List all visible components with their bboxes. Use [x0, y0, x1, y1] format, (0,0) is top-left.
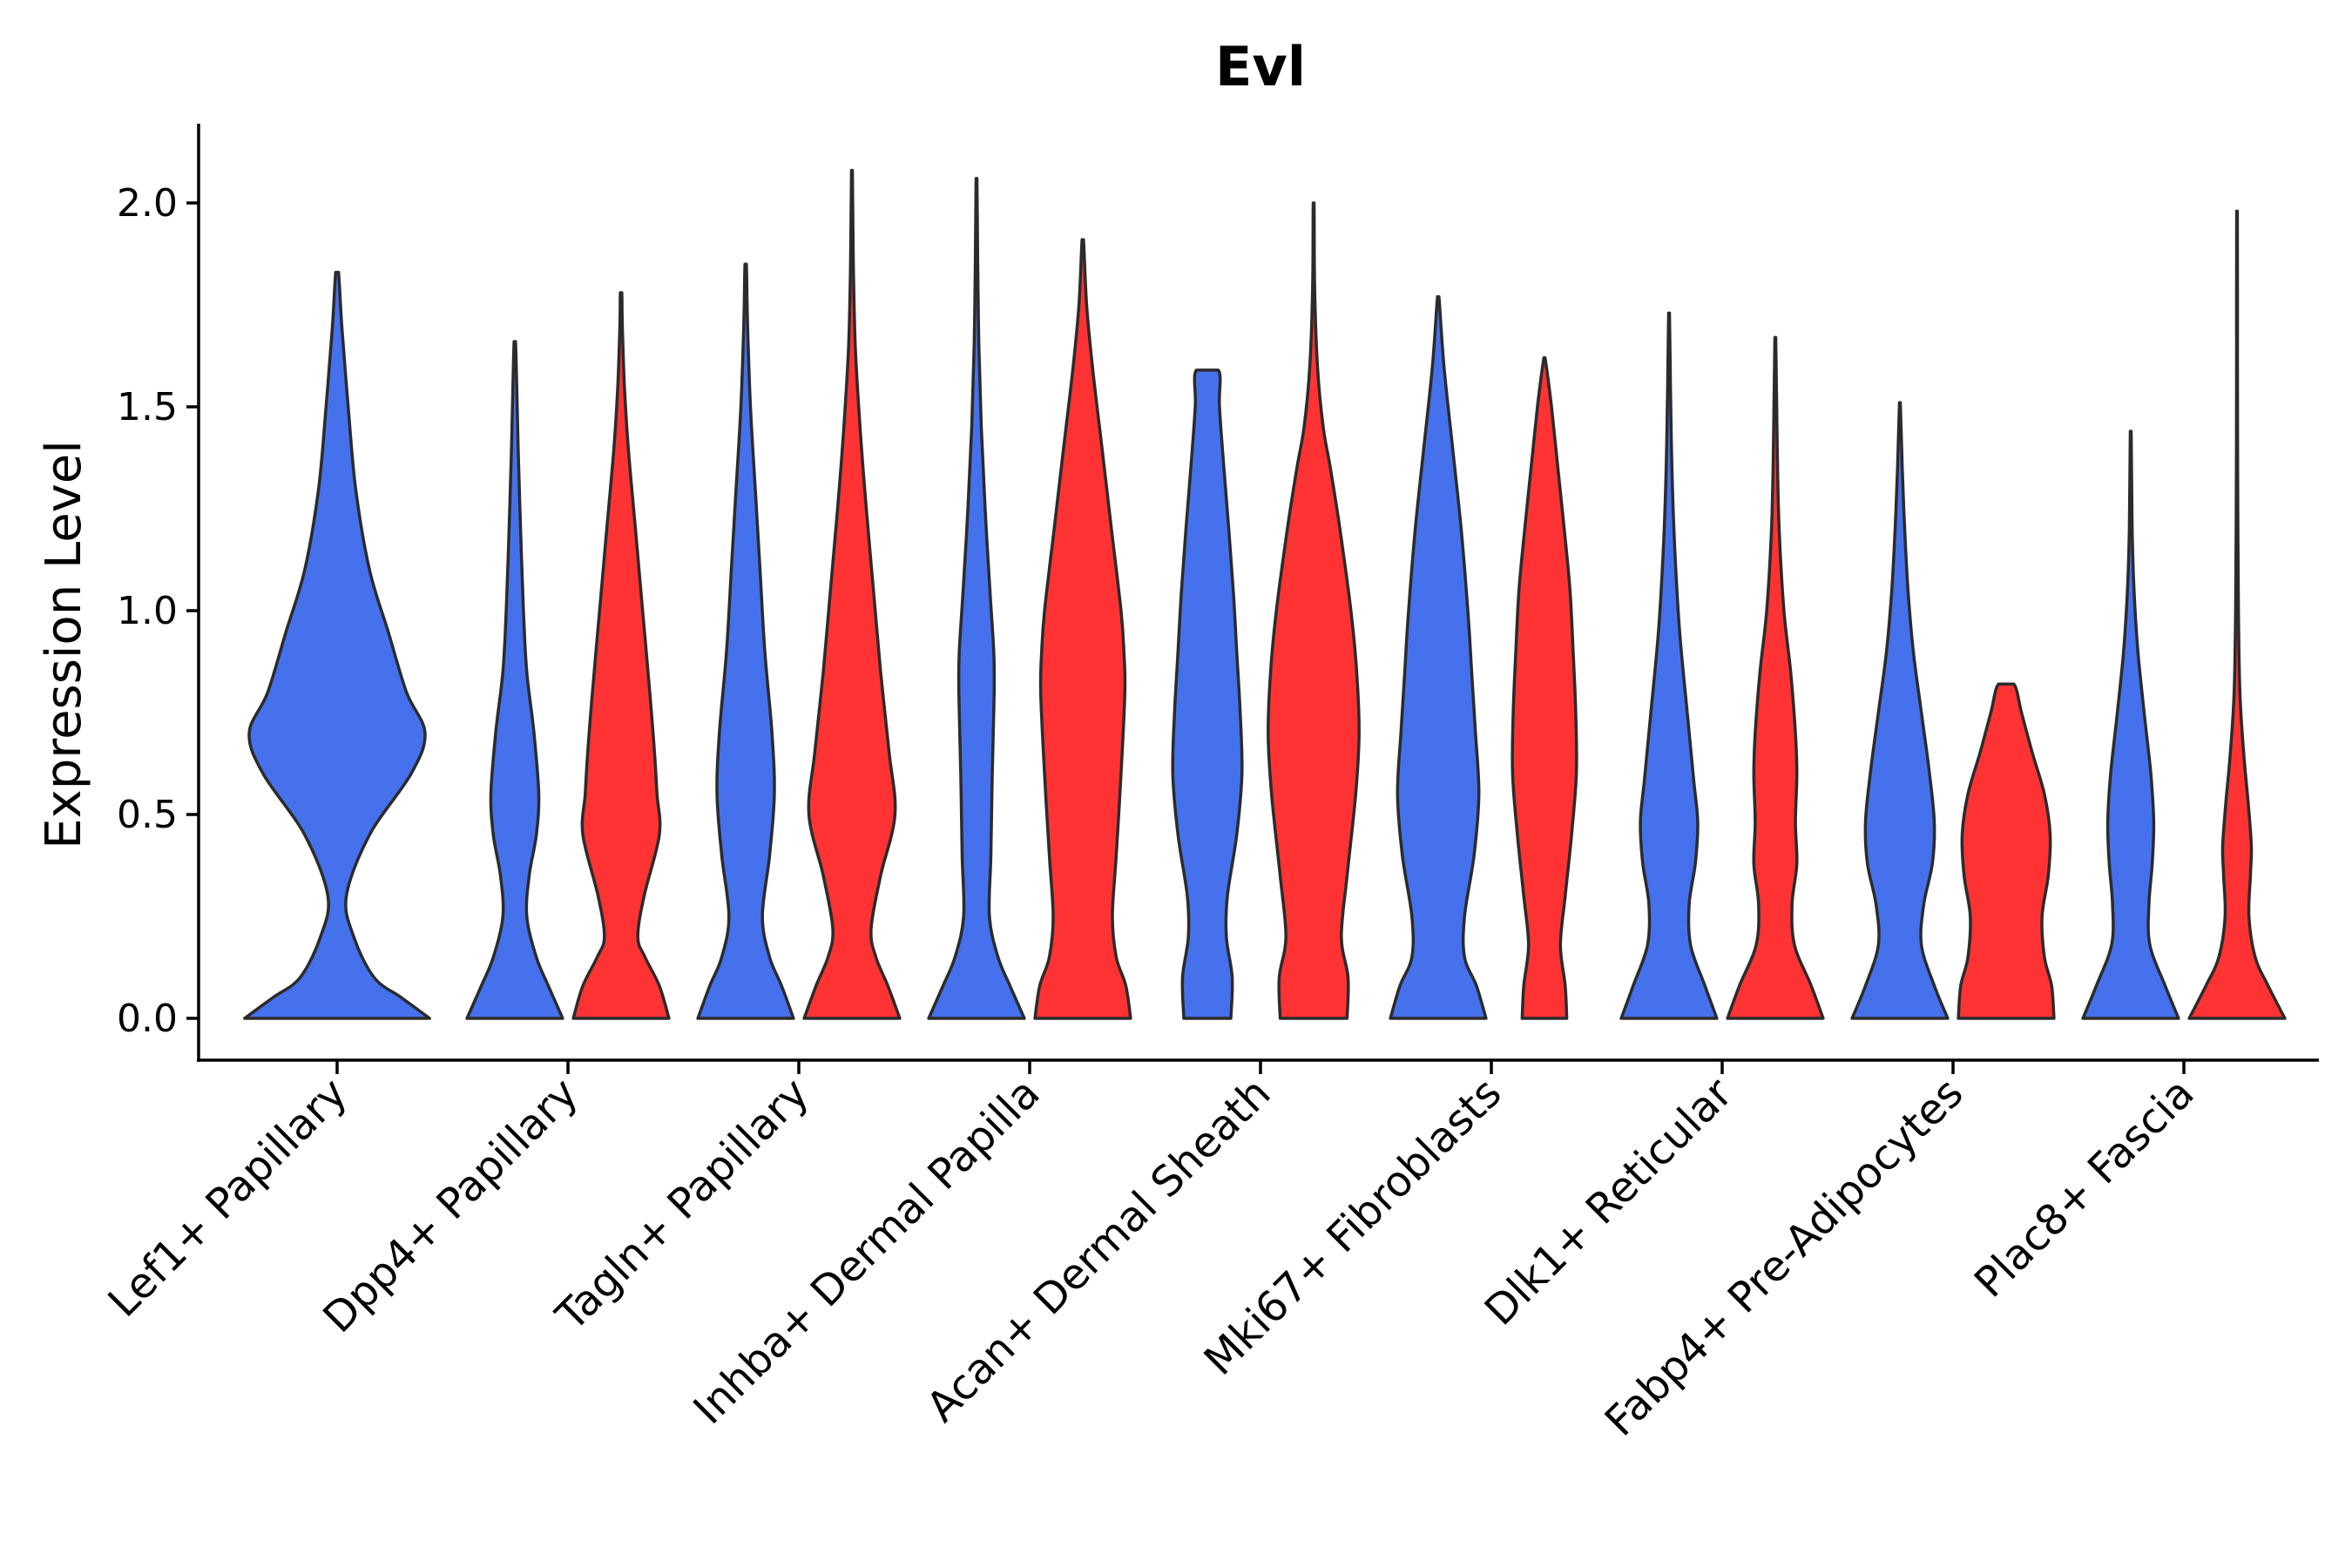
violin-group1-1 — [243, 270, 431, 1020]
violin-group1-2 — [465, 340, 564, 1020]
violin-group2-2 — [571, 291, 671, 1020]
y-tick-label: 2.0 — [117, 181, 178, 226]
y-tick-label: 1.5 — [117, 385, 178, 429]
violin-group2-6 — [1511, 356, 1578, 1020]
chart-title: Evl — [1215, 35, 1306, 98]
violin-group2-7 — [1726, 335, 1825, 1020]
violin-group1-5 — [1171, 368, 1244, 1020]
violin-group1-9 — [2081, 429, 2180, 1020]
violin-group2-4 — [1033, 238, 1132, 1020]
y-tick-label: 0.5 — [117, 793, 178, 837]
violins-layer — [243, 168, 2287, 1020]
violin-group1-7 — [1619, 311, 1719, 1020]
y-tick-label: 0.0 — [117, 997, 178, 1041]
violin-group2-3 — [802, 168, 902, 1020]
violin-group1-3 — [696, 262, 795, 1020]
violin-group2-9 — [2187, 209, 2287, 1020]
violin-group2-5 — [1267, 201, 1361, 1020]
y-axis-label: Expression Level — [36, 440, 92, 849]
y-ticks: 0.0 0.5 1.0 1.5 2.0 — [117, 181, 199, 1041]
violin-group1-6 — [1389, 294, 1488, 1020]
violin-group2-8 — [1957, 682, 2056, 1020]
y-tick-label: 1.0 — [117, 589, 178, 633]
violin-group1-8 — [1850, 401, 1950, 1020]
violin-group1-4 — [927, 177, 1026, 1020]
